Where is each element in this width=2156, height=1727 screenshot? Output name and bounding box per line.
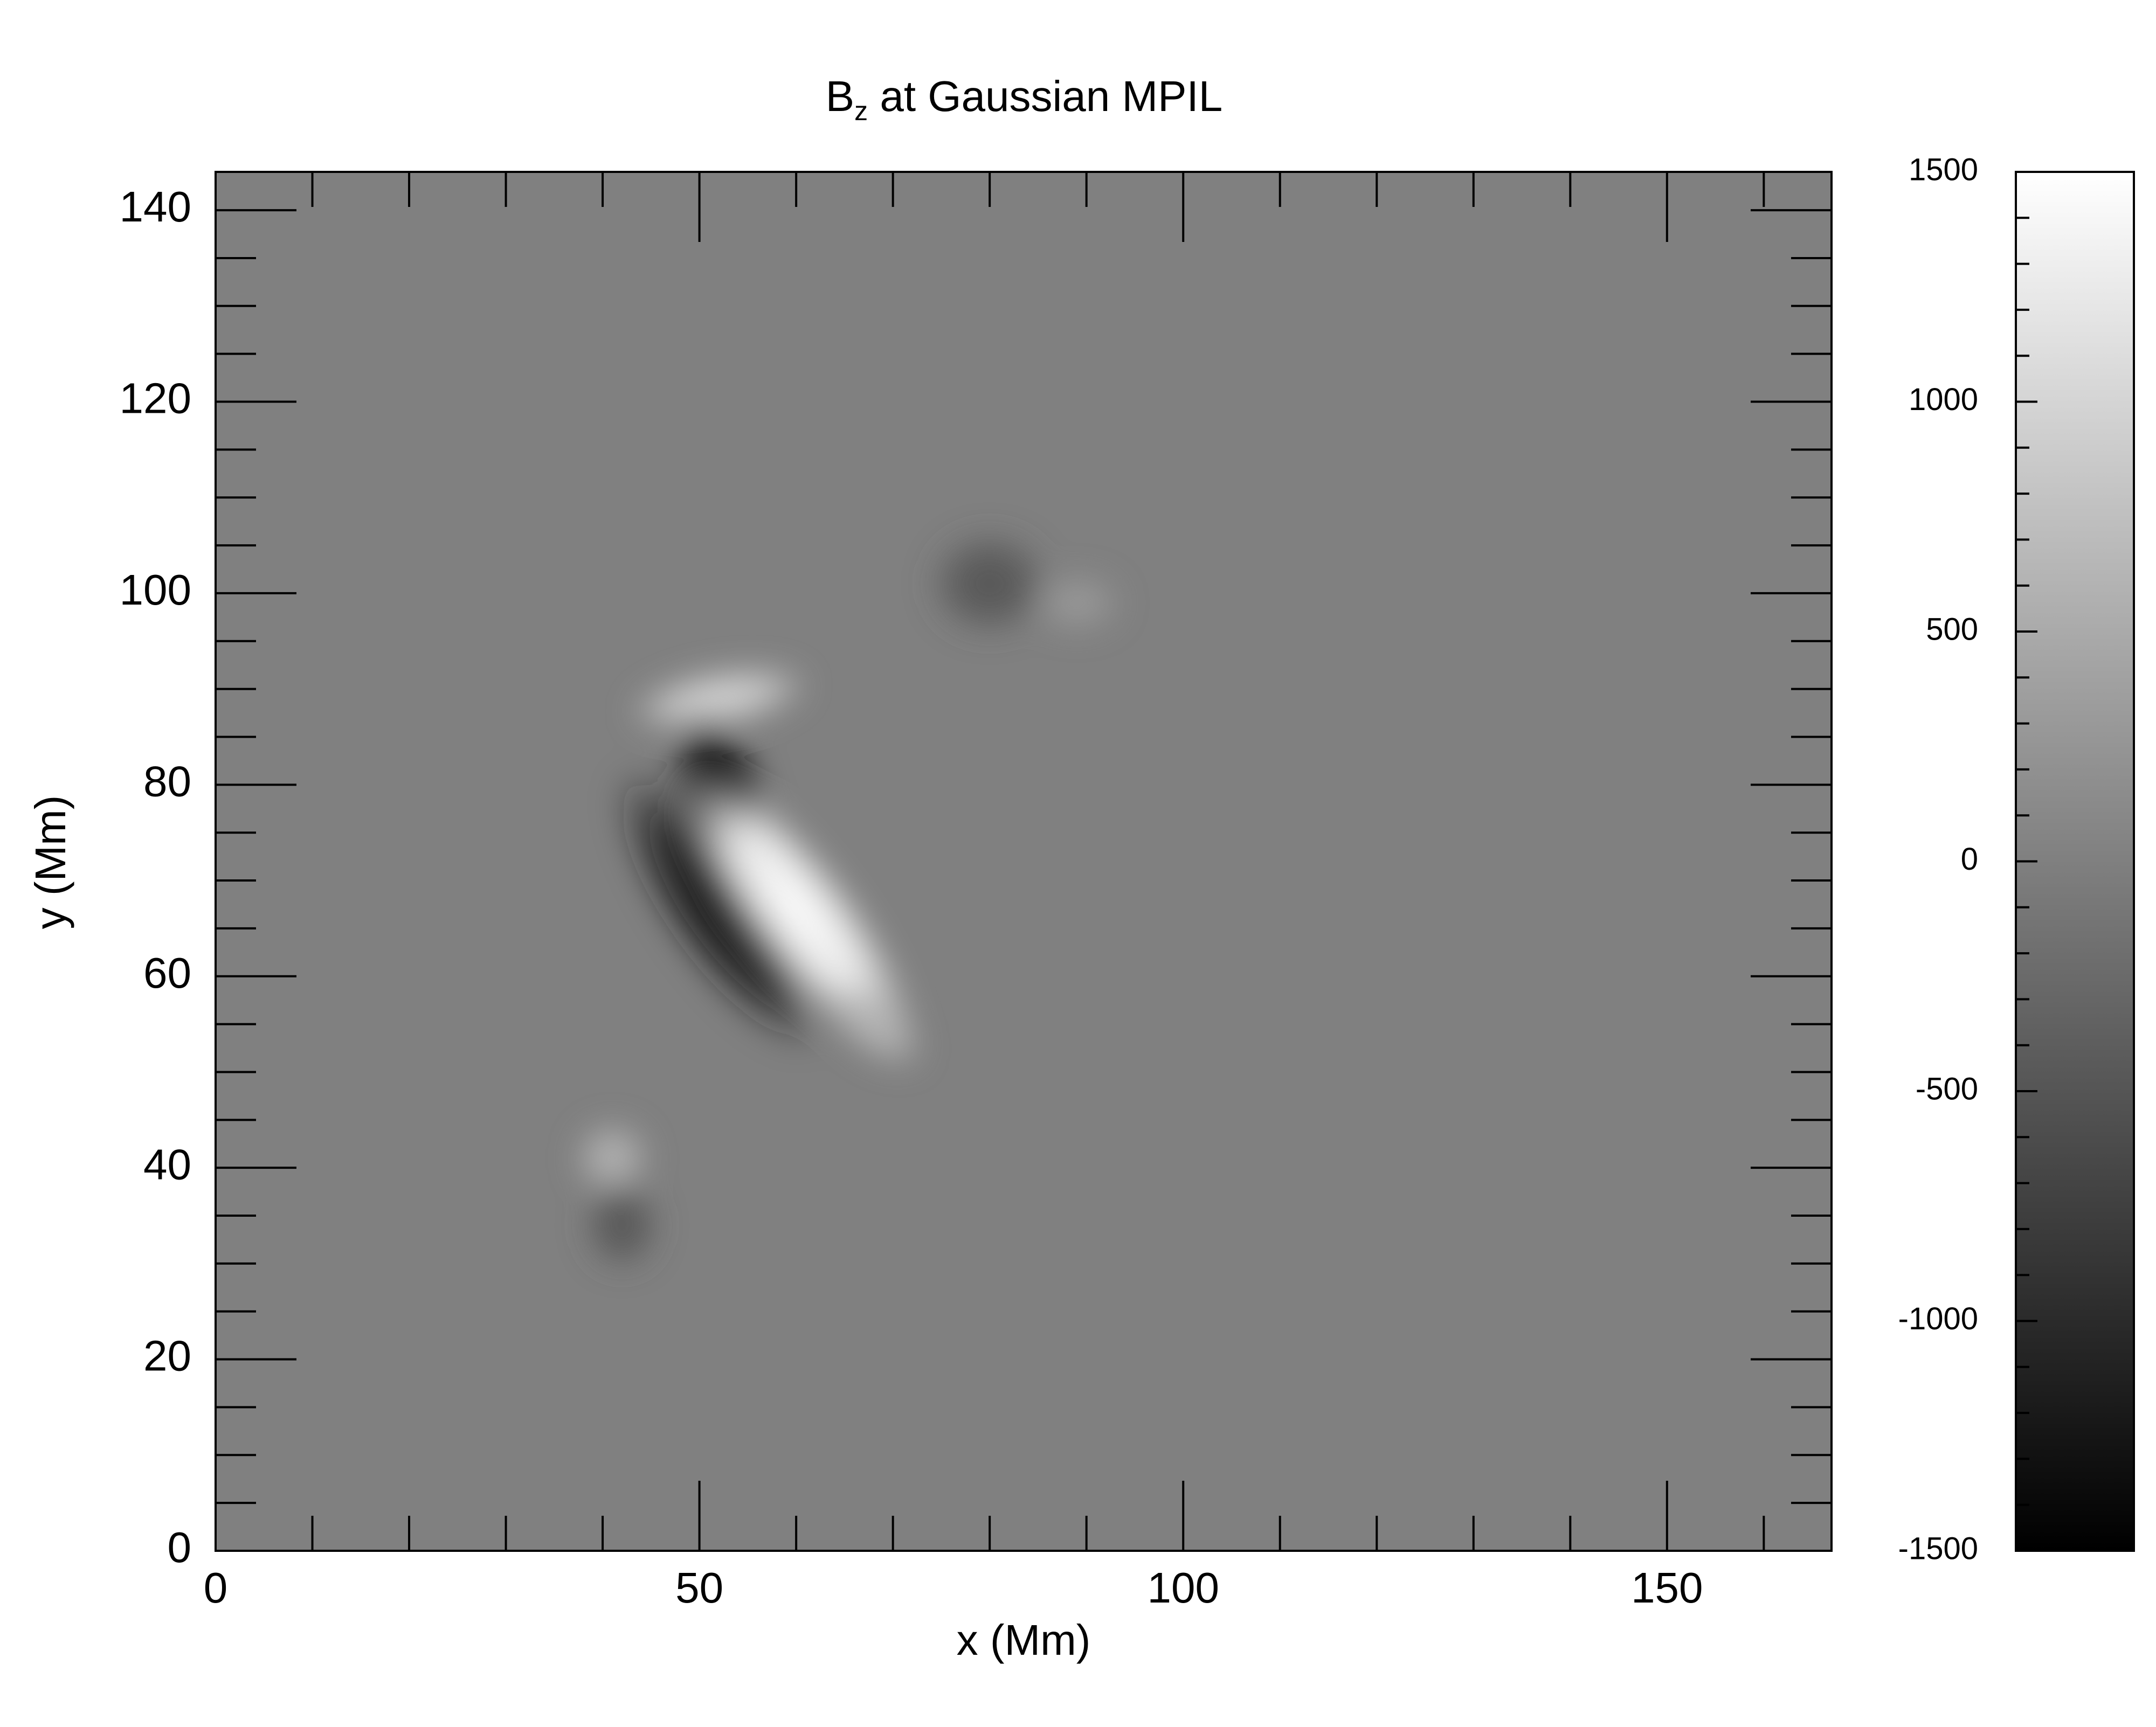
y-tick-label: 140 (120, 183, 191, 231)
x-tick-label: 50 (675, 1564, 723, 1612)
axes: 0 50 100 150020406080100120140-1500-1000-50… (120, 152, 2135, 1612)
field-feature (583, 1179, 661, 1272)
image-features (573, 530, 1123, 1272)
image-background (216, 172, 1832, 1551)
y-tick-label: 20 (143, 1332, 191, 1380)
y-tick-label: 40 (143, 1140, 191, 1188)
colorbar-tick-label: 0 (1961, 842, 1978, 877)
field-feature (573, 1120, 651, 1197)
plot-frame (215, 171, 1833, 1552)
y-tick-label: 80 (143, 757, 191, 805)
colorbar-tick-label: 1000 (1909, 382, 1978, 417)
x-tick-label: 100 (1147, 1564, 1219, 1612)
y-axis-label: y (Mm) (26, 795, 74, 930)
x-tick-label: 150 (1631, 1564, 1703, 1612)
title-main: B (826, 72, 854, 120)
colorbar-tick-label: 500 (1926, 612, 1978, 647)
title-subscript: z (854, 96, 868, 126)
chart-title: Bz at Gaussian MPIL (826, 72, 1222, 126)
colorbar-tick-label: -500 (1916, 1071, 1978, 1106)
y-tick-label: 100 (120, 566, 191, 614)
colorbar-tick-label: 1500 (1909, 152, 1978, 187)
colorbar-tick-label: -1500 (1898, 1531, 1978, 1566)
y-tick-label: 120 (120, 374, 191, 422)
field-feature (928, 530, 1052, 637)
title-rest: at Gaussian MPIL (868, 72, 1222, 120)
y-tick-label: 0 (168, 1523, 192, 1571)
field-feature (627, 664, 811, 733)
field-feature (612, 767, 825, 1051)
y-tick-label: 60 (143, 949, 191, 997)
x-axis-label: x (Mm) (957, 1616, 1091, 1664)
colorbar-tick-label: -1000 (1898, 1301, 1978, 1336)
field-feature (1030, 572, 1123, 634)
x-tick-label: 0 (204, 1564, 228, 1612)
plot-area (216, 172, 1832, 1551)
field-feature (823, 978, 925, 1070)
